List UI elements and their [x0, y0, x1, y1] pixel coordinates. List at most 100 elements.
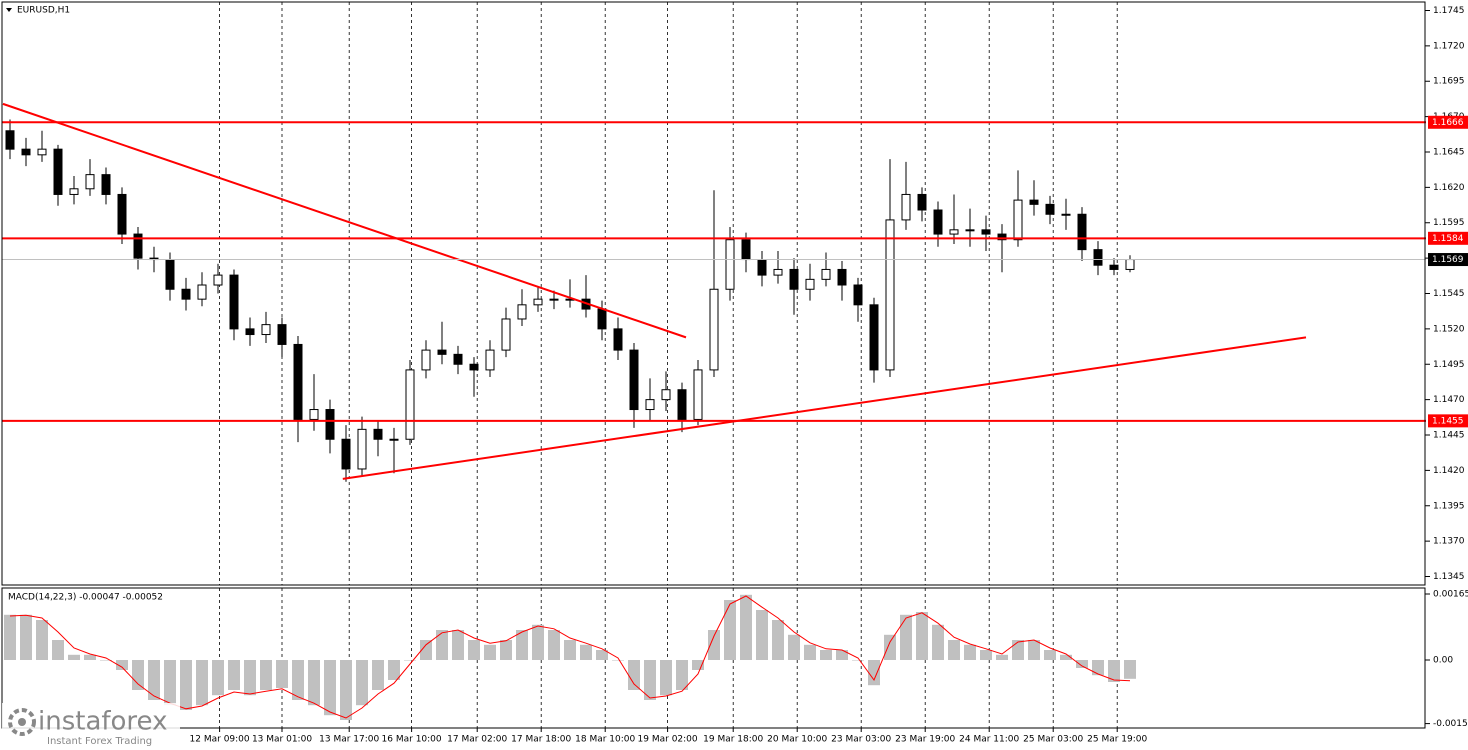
y-tick-label: 1.1745 — [1433, 6, 1465, 16]
candle-body — [5, 130, 15, 150]
candle-body — [629, 349, 639, 411]
candle-body — [997, 233, 1007, 241]
y-tick-label: 1.1595 — [1433, 218, 1465, 228]
candle-body — [1045, 203, 1055, 215]
macd-bar — [724, 600, 736, 660]
macd-bar — [276, 660, 288, 688]
macd-bar — [996, 654, 1008, 660]
macd-frame — [1, 587, 1426, 729]
x-tick-label: 25 Mar 19:00 — [1087, 735, 1147, 745]
macd-bar — [116, 660, 128, 670]
macd-bar — [68, 654, 80, 660]
macd-bar — [484, 644, 496, 660]
macd-bar — [468, 640, 480, 660]
y-tick-label: 1.1445 — [1433, 431, 1465, 441]
macd-bar — [772, 620, 784, 660]
y-tick-label: 1.1520 — [1433, 324, 1465, 334]
candle-body — [165, 259, 175, 290]
candle-body — [1029, 199, 1039, 205]
y-tick-label: 1.1645 — [1433, 147, 1465, 157]
macd-bar — [692, 660, 704, 670]
macd-bar — [292, 660, 304, 700]
macd-bar — [100, 660, 112, 661]
candle-body — [869, 304, 879, 371]
macd-bar — [244, 660, 256, 696]
y-tick-label: 1.1620 — [1433, 183, 1465, 193]
macd-bar — [164, 660, 176, 706]
candle-body — [485, 349, 495, 371]
y-tick-label: -0.00159 — [1433, 719, 1468, 729]
candle-body — [181, 288, 191, 300]
y-tick-label: 1.1345 — [1433, 572, 1465, 582]
macd-bar — [84, 654, 96, 660]
macd-bar — [1060, 654, 1072, 660]
candle-body — [101, 174, 111, 195]
candle-body — [821, 268, 831, 280]
macd-bar — [580, 644, 592, 660]
macd-bar — [4, 614, 16, 660]
macd-bar — [548, 630, 560, 660]
candle-body — [933, 209, 943, 235]
candle-body — [725, 239, 735, 290]
macd-bar — [388, 660, 400, 680]
candle-body — [677, 389, 687, 420]
y-tick-label: 0.00 — [1433, 656, 1453, 666]
level-tag — [1428, 115, 1468, 129]
macd-bar — [756, 610, 768, 660]
macd-bar — [420, 640, 432, 660]
macd-bar — [964, 644, 976, 660]
candle-body — [117, 193, 127, 235]
candle-body — [533, 298, 543, 306]
candle-body — [85, 174, 95, 190]
macd-bar — [356, 660, 368, 706]
macd-bar — [804, 644, 816, 660]
macd-bar — [132, 660, 144, 690]
candle-body — [1093, 249, 1103, 266]
macd-bar — [900, 614, 912, 660]
x-tick-label: 17 Mar 18:00 — [511, 735, 571, 745]
candle-body — [917, 193, 927, 211]
x-tick-label: 25 Mar 03:00 — [1023, 735, 1083, 745]
x-tick-label: 19 Mar 02:00 — [638, 735, 698, 745]
candle-body — [805, 278, 815, 290]
candle-body — [405, 369, 415, 440]
macd-bar — [884, 634, 896, 660]
macd-bar — [820, 650, 832, 660]
watermark: instaforex Instant Forex Trading — [2, 703, 180, 749]
candle-body — [885, 219, 895, 371]
candle-body — [197, 284, 207, 300]
candle-body — [949, 229, 959, 235]
level-label: 1.1455 — [1432, 416, 1464, 426]
macd-bar — [596, 650, 608, 660]
macd-bar — [660, 660, 672, 696]
macd-bar — [1012, 640, 1024, 660]
x-tick-label: 18 Mar 10:00 — [575, 735, 635, 745]
current-price-tag — [1428, 253, 1468, 267]
macd-bar — [564, 640, 576, 660]
candle-body — [613, 328, 623, 351]
candle-body — [1125, 259, 1135, 270]
candle-body — [1109, 264, 1119, 270]
macd-title: MACD(14,22,3) -0.00047 -0.00052 — [8, 593, 163, 603]
candle-body — [853, 284, 863, 306]
macd-bar — [260, 660, 272, 690]
candle-body — [965, 229, 975, 232]
candle-body — [469, 363, 479, 371]
trendline — [2, 102, 687, 339]
logo-dot — [18, 718, 26, 726]
candle-body — [437, 349, 447, 355]
macd-bar — [516, 630, 528, 660]
x-tick-label: 23 Mar 03:00 — [831, 735, 891, 745]
macd-bar — [948, 640, 960, 660]
candle-body — [1013, 199, 1023, 241]
macd-bar — [180, 660, 192, 710]
macd-bar — [740, 594, 752, 660]
candle-body — [741, 239, 751, 261]
candle-body — [757, 259, 767, 276]
tagline: Instant Forex Trading — [47, 736, 152, 747]
macd-bar — [1108, 660, 1120, 682]
candle-body — [1061, 213, 1071, 216]
macd-bar — [20, 614, 32, 660]
